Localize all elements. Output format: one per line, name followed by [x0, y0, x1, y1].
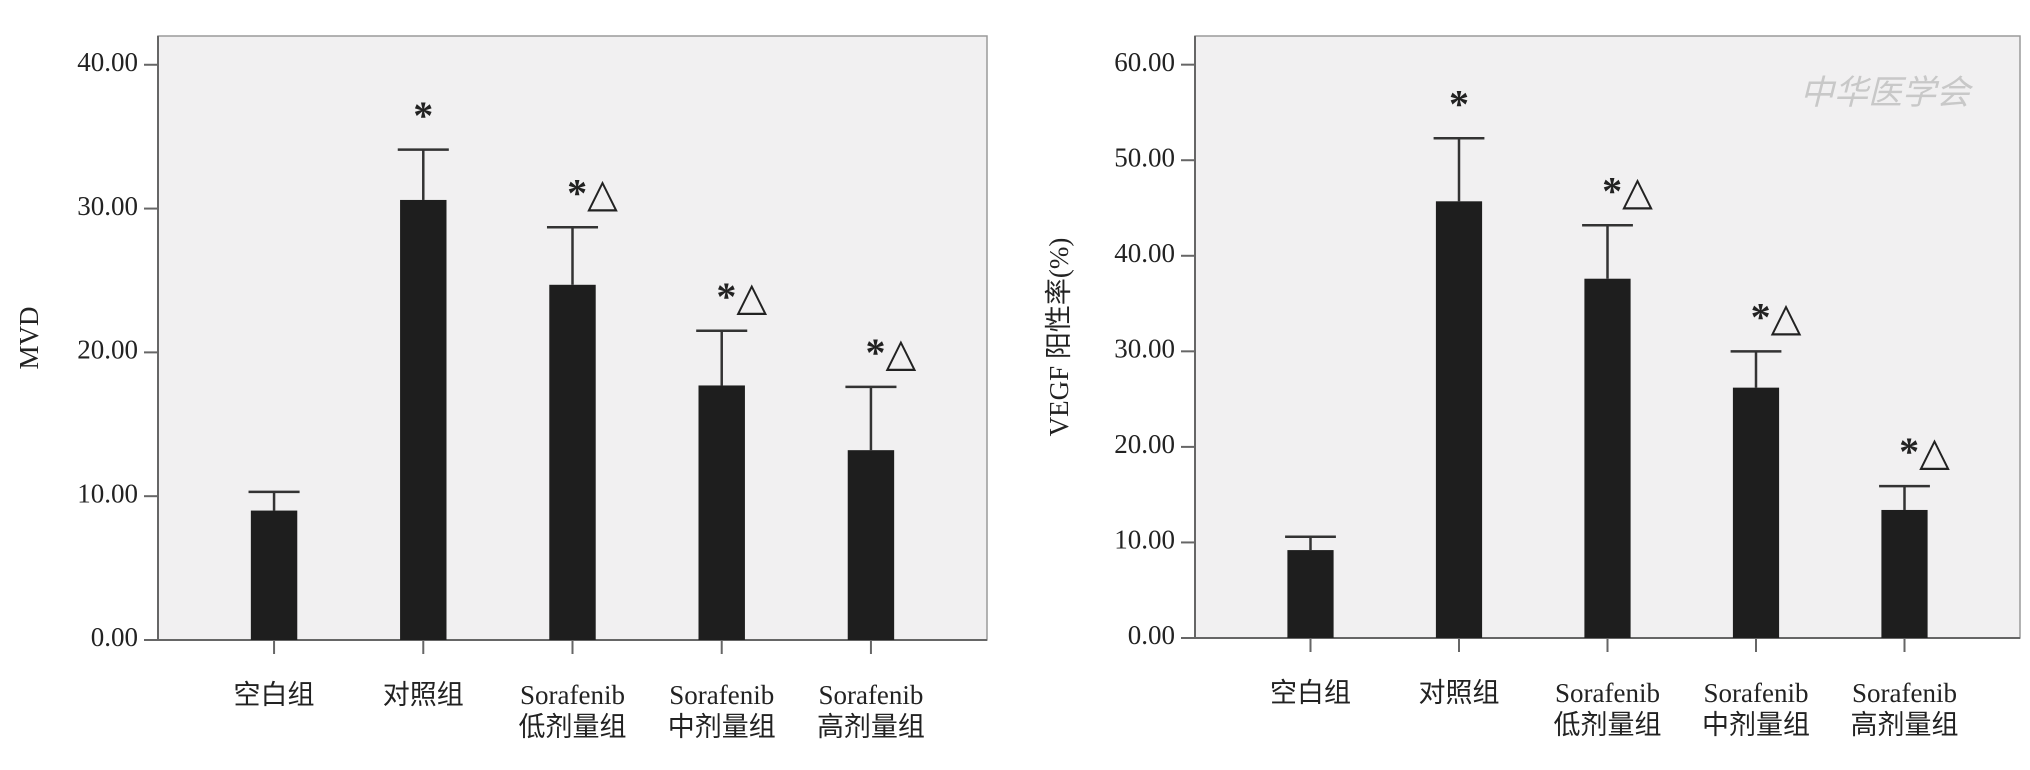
y-tick-label: 0.00 — [91, 622, 138, 652]
y-tick-label: 10.00 — [1114, 525, 1175, 555]
bar — [698, 385, 745, 640]
x-tick-label: 对照组 — [383, 680, 464, 710]
y-tick-label: 40.00 — [77, 47, 138, 77]
annotation: *△ — [716, 274, 767, 319]
y-tick-label: 50.00 — [1114, 142, 1175, 172]
annotation: * — [413, 93, 433, 138]
y-tick-label: 30.00 — [77, 191, 138, 221]
x-tick-label: 空白组 — [1270, 678, 1351, 708]
y-tick-label: 60.00 — [1114, 47, 1175, 77]
y-tick-label: 30.00 — [1114, 334, 1175, 364]
y-tick-label: 0.00 — [1128, 620, 1175, 650]
annotation: *△ — [866, 330, 917, 375]
x-tick-label: Sorafenib 中剂量组 — [1702, 678, 1810, 740]
x-tick-label: Sorafenib 中剂量组 — [668, 680, 776, 742]
x-tick-label: Sorafenib 高剂量组 — [817, 680, 925, 742]
y-tick-label: 40.00 — [1114, 238, 1175, 268]
y-tick-label: 20.00 — [77, 335, 138, 365]
bar — [400, 199, 447, 640]
bar — [1732, 387, 1780, 638]
x-tick-label: Sorafenib 低剂量组 — [1554, 678, 1662, 740]
bar — [1435, 201, 1483, 639]
y-tick-label: 20.00 — [1114, 429, 1175, 459]
bar — [250, 510, 298, 640]
annotation: * — [1449, 81, 1469, 126]
annotation: *△ — [1602, 168, 1653, 213]
bar — [549, 284, 596, 640]
y-axis-label: VEGF 阳性率(%) — [1044, 238, 1074, 437]
bar — [1287, 550, 1334, 638]
x-tick-label: 对照组 — [1419, 678, 1500, 708]
annotation: *△ — [1751, 295, 1802, 340]
y-axis-label: MVD — [14, 306, 44, 369]
watermark: 中华医学会 — [1800, 75, 1974, 112]
x-tick-label: Sorafenib 低剂量组 — [519, 680, 627, 742]
annotation: *△ — [567, 170, 618, 215]
x-tick-label: 空白组 — [234, 680, 315, 710]
bar — [1584, 278, 1631, 638]
bar — [1881, 509, 1928, 638]
x-tick-label: Sorafenib 高剂量组 — [1851, 678, 1959, 740]
y-tick-label: 10.00 — [77, 478, 138, 508]
annotation: *△ — [1899, 429, 1950, 474]
bar — [847, 450, 895, 640]
